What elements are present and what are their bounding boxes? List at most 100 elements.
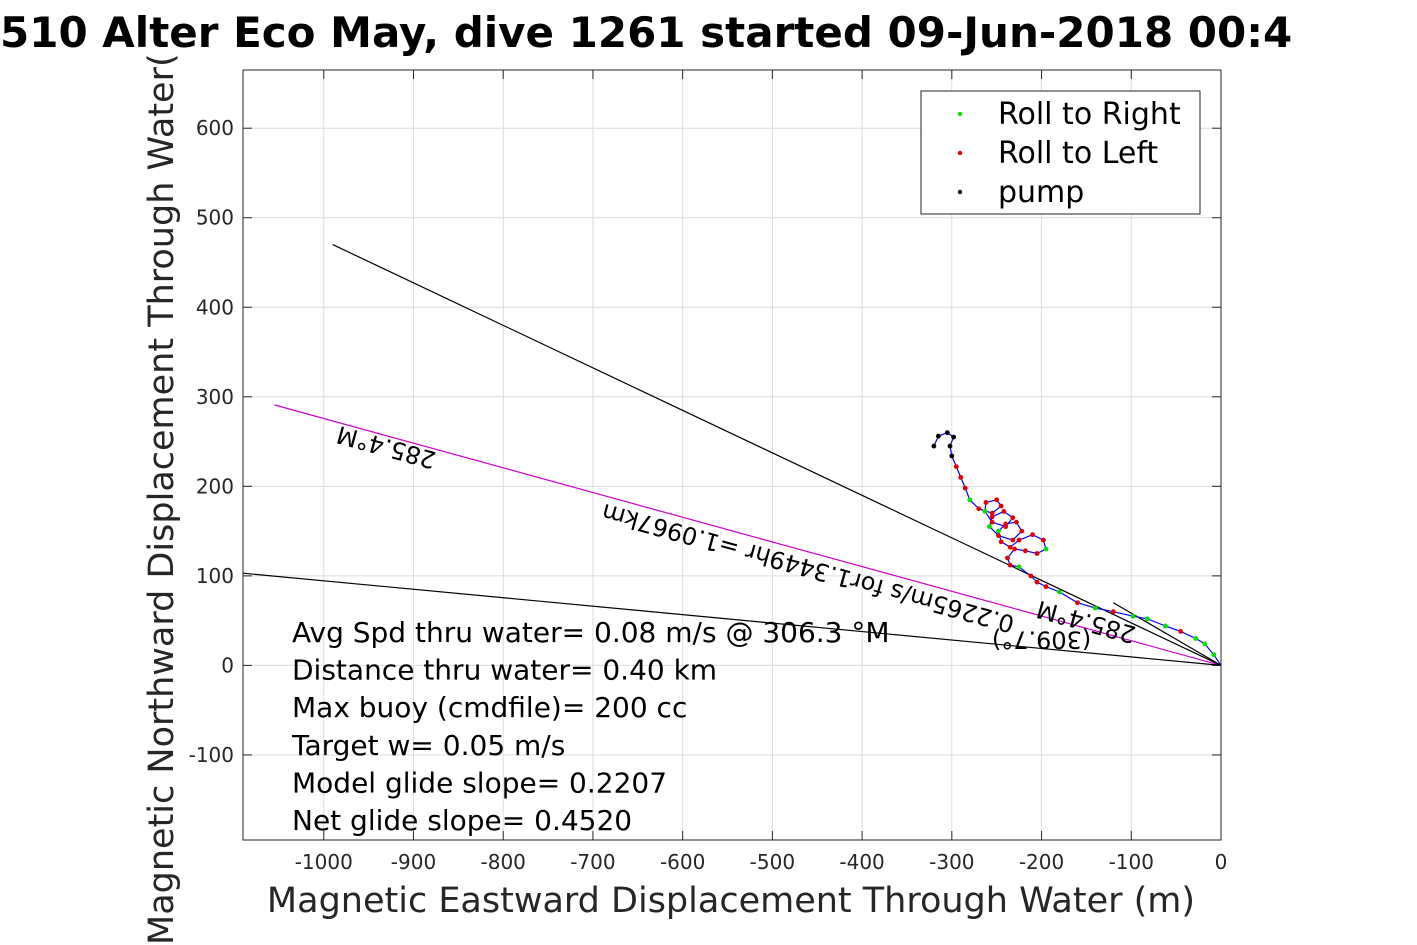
track-point — [994, 497, 1000, 503]
track-point — [996, 528, 1001, 534]
track-point — [1178, 628, 1184, 634]
x-tick-label: -400 — [839, 850, 884, 874]
track-point — [1007, 544, 1013, 550]
stat-line: Distance thru water= 0.40 km — [292, 654, 717, 687]
legend-marker — [957, 111, 963, 117]
legend-marker — [957, 150, 963, 156]
track-point — [983, 500, 989, 505]
x-tick-label: -800 — [481, 850, 526, 874]
track-point — [1075, 600, 1080, 606]
track-point — [989, 514, 995, 520]
track-point — [1014, 519, 1019, 525]
track-point — [1202, 641, 1208, 647]
y-tick-label: 300 — [196, 385, 234, 409]
y-tick-labels: -100 0 100 200 300 400 500 600 — [189, 116, 234, 767]
track-point — [976, 506, 982, 512]
y-tick-label: 400 — [196, 295, 234, 319]
track-point — [1028, 573, 1034, 579]
stat-line: Model glide slope= 0.2207 — [292, 766, 667, 799]
track-point — [931, 443, 937, 449]
track-point — [1130, 613, 1136, 619]
reference-line — [1113, 602, 1222, 666]
track-point — [1010, 537, 1016, 543]
track-point — [1016, 564, 1022, 570]
x-tick-label: -600 — [660, 850, 705, 874]
y-axis-label: Magnetic Northward Displacement Through … — [142, 53, 182, 945]
y-tick-label: 200 — [196, 474, 234, 498]
track-point — [982, 509, 988, 514]
track-point — [1162, 623, 1168, 629]
y-tick-label: 100 — [196, 564, 234, 588]
track-point — [1023, 548, 1028, 554]
track-point — [951, 434, 957, 440]
track-point — [949, 453, 955, 459]
x-axis-label: Magnetic Eastward Displacement Through W… — [267, 881, 1195, 921]
track-point — [1007, 562, 1013, 568]
x-tick-label: -1000 — [295, 850, 353, 874]
legend: Roll to Right Roll to Left pump — [920, 90, 1201, 215]
reference-lines — [242, 244, 1222, 667]
dive-statistics: Avg Spd thru water= 0.08 m/s @ 306.3 °M D… — [291, 616, 890, 837]
x-tick-label: -300 — [929, 850, 974, 874]
track-point — [989, 510, 995, 516]
stat-line: Max buoy (cmdfile)= 200 cc — [292, 691, 687, 724]
track-point — [962, 485, 968, 491]
dive-track — [931, 430, 1222, 666]
track-point — [1003, 524, 1009, 530]
x-tick-labels: -1000 -900 -800 -700 -600 -500 -400 -300 -200 -10… — [295, 850, 1228, 874]
track-point — [996, 533, 1001, 538]
x-tick-label: 0 — [1215, 850, 1228, 874]
track-point — [998, 539, 1004, 545]
stat-line: Net glide slope= 0.4520 — [292, 804, 632, 837]
track-point — [1040, 537, 1046, 543]
track-point — [953, 464, 959, 470]
x-tick-label: -900 — [391, 850, 436, 874]
track-point — [1034, 551, 1040, 556]
track-point — [1043, 584, 1049, 590]
reference-line — [242, 572, 1222, 667]
legend-label: Roll to Right — [998, 97, 1181, 132]
track-point — [967, 497, 973, 503]
reference-line — [332, 244, 1222, 666]
y-tick-label: 0 — [221, 653, 234, 677]
track-point — [1110, 609, 1116, 615]
plot-frame — [242, 69, 1222, 841]
track-point — [1012, 546, 1018, 552]
track-point — [1030, 532, 1035, 538]
legend-label: pump — [998, 175, 1084, 210]
legend-label: Roll to Left — [998, 136, 1158, 171]
track-point — [1043, 546, 1049, 552]
track-point — [998, 503, 1004, 509]
chart-title: 510 Alter Eco May, dive 1261 started 09-… — [0, 8, 1292, 57]
y-tick-label: -100 — [189, 743, 234, 767]
track-point — [1057, 589, 1062, 595]
track-point — [1016, 537, 1022, 543]
track-point — [987, 524, 992, 530]
x-tick-label: -700 — [570, 850, 615, 874]
stat-line: Avg Spd thru water= 0.08 m/s @ 306.3 °M — [292, 616, 890, 649]
x-tick-label: -500 — [750, 850, 795, 874]
legend-box — [920, 90, 1201, 215]
track-point — [989, 519, 995, 525]
stat-line: Target w= 0.05 m/s — [291, 729, 565, 762]
x-tick-label: -100 — [1109, 850, 1154, 874]
track-point — [1001, 509, 1007, 514]
track-point — [1092, 605, 1098, 611]
track-point — [1034, 579, 1040, 585]
track-point — [1019, 528, 1025, 534]
x-tick-label: -200 — [1019, 850, 1064, 874]
line-annotation: (309.7°) — [992, 626, 1091, 654]
track-point — [1010, 515, 1016, 521]
y-tick-label: 600 — [196, 116, 234, 140]
legend-marker — [957, 189, 963, 195]
track-point — [1211, 652, 1217, 658]
y-tick-label: 500 — [196, 206, 234, 230]
reference-line — [274, 404, 1222, 666]
track-point — [958, 474, 964, 480]
track-point — [1145, 616, 1150, 622]
track-point — [944, 430, 950, 436]
track-point — [947, 443, 953, 449]
track-point — [1005, 555, 1010, 561]
track-point — [935, 433, 941, 439]
